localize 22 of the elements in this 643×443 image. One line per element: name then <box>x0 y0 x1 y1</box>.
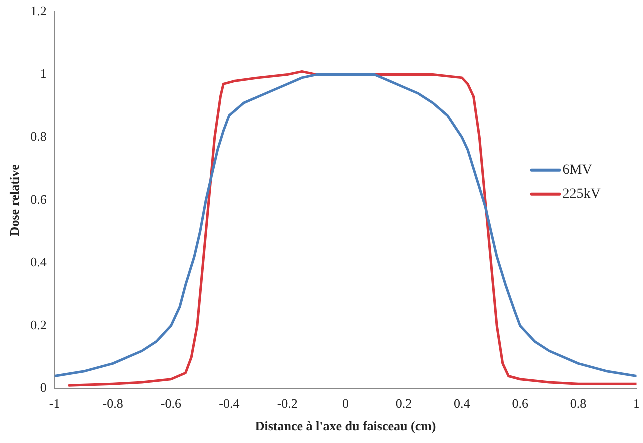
y-axis-title: Dose relative <box>7 164 22 236</box>
legend-label: 225kV <box>562 187 601 202</box>
x-tick-label: -0.4 <box>219 396 240 412</box>
x-tick-label: -0.6 <box>160 396 182 412</box>
y-tick-label: 0.4 <box>30 254 48 270</box>
x-axis-title: Distance à l'axe du faisceau (cm) <box>255 418 436 434</box>
x-tick-label: 0.6 <box>512 396 529 412</box>
y-tick-label: 1 <box>40 66 47 82</box>
y-tick-label: 0 <box>40 380 47 396</box>
legend-label: 6MV <box>562 163 592 178</box>
x-tick-label: -0.8 <box>102 396 124 412</box>
y-tick-label: 0.2 <box>30 317 47 332</box>
x-tick-label: 0.4 <box>454 396 471 412</box>
x-tick-label: -1 <box>49 396 60 412</box>
x-tick-label: -0.2 <box>277 396 298 412</box>
y-tick-label: 0.6 <box>30 192 48 207</box>
x-tick-label: 1 <box>634 396 640 412</box>
x-tick-label: 0 <box>342 396 350 412</box>
x-tick-label: 0.8 <box>570 396 587 412</box>
y-tick-label: 1.2 <box>30 3 47 18</box>
x-tick-label: 0.2 <box>396 396 412 412</box>
y-tick-label: 0.8 <box>30 129 47 144</box>
